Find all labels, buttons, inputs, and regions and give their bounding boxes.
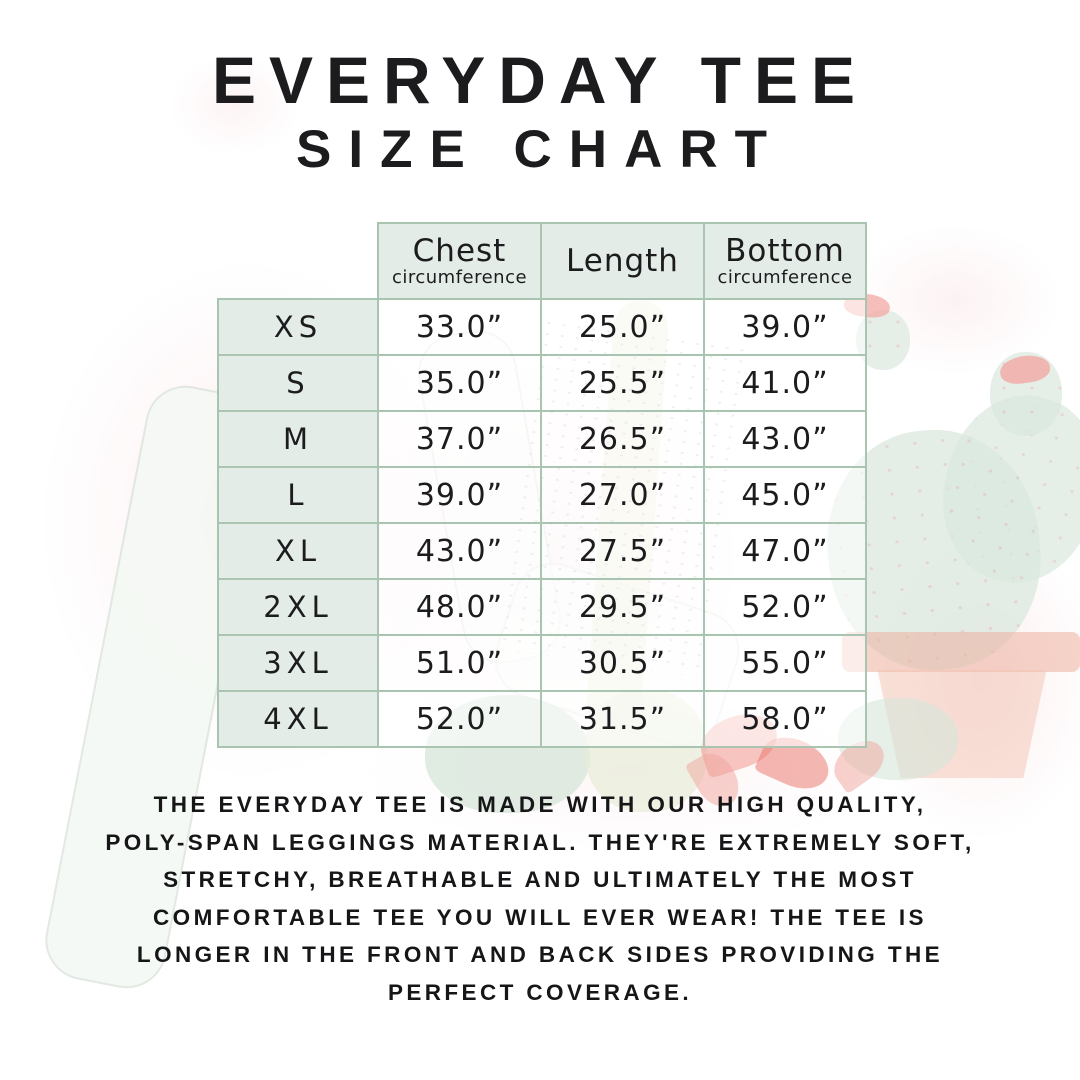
- size-label: XS: [217, 298, 379, 356]
- title-block: EVERYDAY TEE SIZE CHART: [0, 44, 1080, 180]
- table-header-row: Chest circumference Length Bottom circum…: [218, 222, 867, 300]
- length-value: 25.0”: [540, 298, 705, 356]
- description-line: STRETCHY, BREATHABLE AND ULTIMATELY THE …: [163, 867, 917, 892]
- table-row: S 35.0” 25.5” 41.0”: [217, 354, 867, 412]
- column-label: Length: [566, 243, 679, 279]
- length-value: 26.5”: [540, 410, 705, 468]
- column-header-bottom: Bottom circumference: [703, 222, 867, 300]
- length-value: 27.0”: [540, 466, 705, 524]
- bottom-value: 55.0”: [703, 634, 867, 692]
- table-row: M 37.0” 26.5” 43.0”: [217, 410, 867, 468]
- bottom-value: 43.0”: [703, 410, 867, 468]
- chest-value: 48.0”: [377, 578, 542, 636]
- column-sublabel: circumference: [391, 267, 528, 288]
- page-title: EVERYDAY TEE: [211, 43, 869, 117]
- description-line: THE EVERYDAY TEE IS MADE WITH OUR HIGH Q…: [153, 792, 927, 817]
- chest-value: 52.0”: [377, 690, 542, 748]
- size-label: 3XL: [217, 634, 379, 692]
- column-label: Chest: [412, 233, 507, 269]
- bottom-value: 47.0”: [703, 522, 867, 580]
- length-value: 29.5”: [540, 578, 705, 636]
- size-label: L: [217, 466, 379, 524]
- size-chart-table: Chest circumference Length Bottom circum…: [217, 222, 867, 748]
- length-value: 30.5”: [540, 634, 705, 692]
- description-line: LONGER IN THE FRONT AND BACK SIDES PROVI…: [136, 942, 944, 967]
- chest-value: 43.0”: [377, 522, 542, 580]
- chest-value: 39.0”: [377, 466, 542, 524]
- chest-value: 33.0”: [377, 298, 542, 356]
- length-value: 25.5”: [540, 354, 705, 412]
- column-header-chest: Chest circumference: [377, 222, 542, 300]
- length-value: 27.5”: [540, 522, 705, 580]
- product-description: THE EVERYDAY TEE IS MADE WITH OUR HIGH Q…: [0, 786, 1080, 1011]
- description-line: POLY-SPAN LEGGINGS MATERIAL. THEY'RE EXT…: [105, 829, 975, 855]
- size-label: S: [217, 354, 379, 412]
- chest-value: 37.0”: [377, 410, 542, 468]
- bottom-value: 52.0”: [703, 578, 867, 636]
- chest-value: 35.0”: [377, 354, 542, 412]
- plant-pot-icon: [842, 632, 1080, 672]
- table-row: 3XL 51.0” 30.5” 55.0”: [217, 634, 867, 692]
- chest-value: 51.0”: [377, 634, 542, 692]
- corner-cell: [218, 223, 378, 299]
- column-sublabel: circumference: [717, 267, 853, 288]
- blush-splotch: [170, 55, 300, 155]
- bottom-value: 45.0”: [703, 466, 867, 524]
- column-header-length: Length: [540, 222, 705, 300]
- description-line: PERFECT COVERAGE.: [387, 979, 693, 1005]
- table-row: 4XL 52.0” 31.5” 58.0”: [217, 690, 867, 748]
- size-label: 2XL: [217, 578, 379, 636]
- bottom-value: 39.0”: [703, 298, 867, 356]
- length-value: 31.5”: [540, 690, 705, 748]
- size-label: M: [217, 410, 379, 468]
- size-label: 4XL: [217, 690, 379, 748]
- column-label: Bottom: [725, 233, 845, 269]
- bottom-value: 41.0”: [703, 354, 867, 412]
- bottom-value: 58.0”: [703, 690, 867, 748]
- table-row: XS 33.0” 25.0” 39.0”: [217, 298, 867, 356]
- description-line: COMFORTABLE TEE YOU WILL EVER WEAR! THE …: [153, 904, 927, 930]
- table-row: 2XL 48.0” 29.5” 52.0”: [217, 578, 867, 636]
- page-subtitle: SIZE CHART: [296, 119, 784, 179]
- size-label: XL: [217, 522, 379, 580]
- table-row: XL 43.0” 27.5” 47.0”: [217, 522, 867, 580]
- table-row: L 39.0” 27.0” 45.0”: [217, 466, 867, 524]
